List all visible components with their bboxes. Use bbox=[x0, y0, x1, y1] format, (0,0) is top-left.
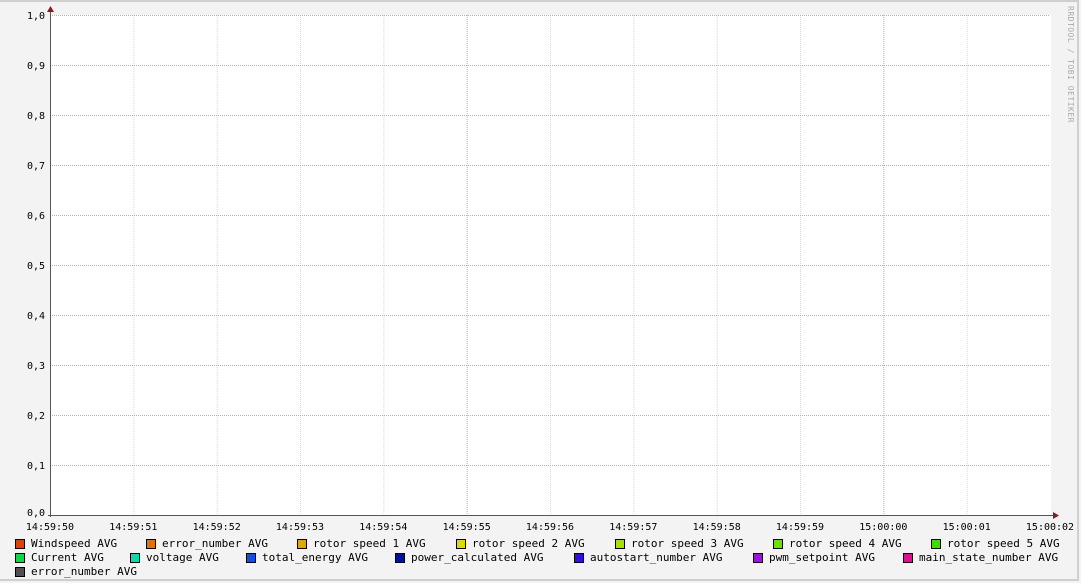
legend-label: error_number AVG bbox=[31, 565, 137, 578]
legend-label: rotor speed 3 AVG bbox=[631, 537, 744, 550]
legend-item: error_number AVG bbox=[146, 537, 268, 550]
legend-item: autostart_number AVG bbox=[574, 551, 722, 564]
legend-item: rotor speed 3 AVG bbox=[615, 537, 744, 550]
y-tick-label: 0,7 bbox=[27, 161, 45, 172]
legend-label: rotor speed 4 AVG bbox=[789, 537, 902, 550]
watermark: RRDTOOL / TOBI OETIKER bbox=[1066, 6, 1075, 123]
legend-item: error_number AVG bbox=[15, 565, 137, 578]
x-tick-label: 15:00:00 bbox=[859, 522, 907, 533]
legend-swatch bbox=[130, 552, 140, 563]
legend-swatch bbox=[903, 552, 913, 563]
legend-swatch bbox=[15, 566, 25, 577]
legend-item: rotor speed 5 AVG bbox=[931, 537, 1060, 550]
x-tick-label: 14:59:50 bbox=[26, 522, 74, 533]
legend-label: pwm_setpoint AVG bbox=[769, 551, 875, 564]
legend-item: pwm_setpoint AVG bbox=[753, 551, 875, 564]
y-tick-label: 0,5 bbox=[27, 261, 45, 272]
y-tick-label: 0,8 bbox=[27, 111, 45, 122]
legend-label: Current AVG bbox=[31, 551, 104, 564]
x-tick-label: 14:59:54 bbox=[359, 522, 407, 533]
legend-item: total_energy AVG bbox=[246, 551, 368, 564]
legend-label: voltage AVG bbox=[146, 551, 219, 564]
legend-swatch bbox=[15, 538, 25, 549]
x-tick-label: 14:59:55 bbox=[443, 522, 491, 533]
x-tick-label: 14:59:52 bbox=[193, 522, 241, 533]
legend-swatch bbox=[753, 552, 763, 563]
y-tick-label: 0,1 bbox=[27, 461, 45, 472]
x-tick-label: 15:00:01 bbox=[943, 522, 991, 533]
y-tick-label: 0,6 bbox=[27, 211, 45, 222]
legend-item: voltage AVG bbox=[130, 551, 219, 564]
legend-item: main_state_number AVG bbox=[903, 551, 1058, 564]
x-tick-label: 14:59:51 bbox=[109, 522, 157, 533]
legend-label: Windspeed AVG bbox=[31, 537, 118, 550]
y-tick-label: 0,0 bbox=[27, 508, 45, 519]
y-axis-arrow-icon bbox=[47, 6, 54, 12]
legend-item: Windspeed AVG bbox=[15, 537, 117, 550]
x-tick-label: 14:59:58 bbox=[693, 522, 741, 533]
legend-swatch bbox=[395, 552, 405, 563]
legend-label: rotor speed 5 AVG bbox=[947, 537, 1060, 550]
x-tick-label: 14:59:53 bbox=[276, 522, 324, 533]
legend-label: total_energy AVG bbox=[262, 551, 368, 564]
legend-swatch bbox=[574, 552, 584, 563]
legend-label: error_number AVG bbox=[162, 537, 268, 550]
legend-swatch bbox=[146, 538, 156, 549]
legend-item: power_calculated AVG bbox=[395, 551, 543, 564]
x-tick-label: 14:59:57 bbox=[609, 522, 657, 533]
legend-swatch bbox=[931, 538, 941, 549]
legend-label: main_state_number AVG bbox=[919, 551, 1059, 564]
legend-item: rotor speed 4 AVG bbox=[773, 537, 902, 550]
legend-label: rotor speed 1 AVG bbox=[313, 537, 426, 550]
y-tick-label: 0,9 bbox=[27, 61, 45, 72]
legend-item: Current AVG bbox=[15, 551, 104, 564]
legend-swatch bbox=[246, 552, 256, 563]
y-tick-label: 0,4 bbox=[27, 311, 45, 322]
y-tick-label: 0,2 bbox=[27, 411, 45, 422]
legend-swatch bbox=[15, 552, 25, 563]
legend-swatch bbox=[615, 538, 625, 549]
legend-label: power_calculated AVG bbox=[411, 551, 544, 564]
x-tick-label: 14:59:56 bbox=[526, 522, 574, 533]
legend-swatch bbox=[456, 538, 466, 549]
legend-label: autostart_number AVG bbox=[590, 551, 723, 564]
y-tick-label: 1,0 bbox=[27, 11, 45, 22]
x-tick-label: 14:59:59 bbox=[776, 522, 824, 533]
x-axis-arrow-icon bbox=[1053, 512, 1059, 519]
legend-item: rotor speed 1 AVG bbox=[297, 537, 426, 550]
x-tick-label: 15:00:02 bbox=[1026, 522, 1074, 533]
legend-item: rotor speed 2 AVG bbox=[456, 537, 585, 550]
legend-swatch bbox=[773, 538, 783, 549]
legend-swatch bbox=[297, 538, 307, 549]
y-tick-label: 0,3 bbox=[27, 361, 45, 372]
legend-label: rotor speed 2 AVG bbox=[472, 537, 585, 550]
